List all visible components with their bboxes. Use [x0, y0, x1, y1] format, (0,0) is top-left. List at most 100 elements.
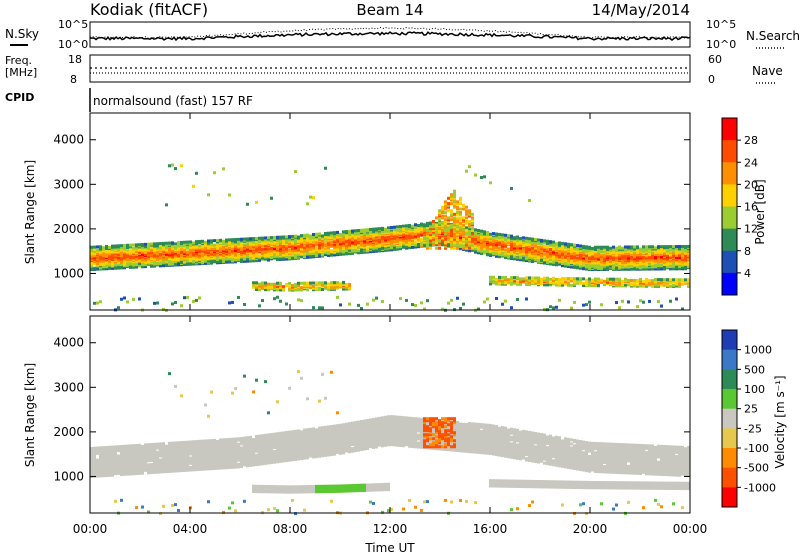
power-cell — [504, 275, 507, 279]
power-cell — [96, 301, 99, 305]
power-cell — [648, 299, 651, 303]
power-cell — [438, 246, 441, 250]
power-cell — [120, 244, 123, 248]
power-cell — [315, 238, 318, 242]
power-cell — [465, 226, 468, 230]
power-cell — [102, 265, 105, 269]
power-cell — [582, 284, 585, 288]
power-cell — [567, 242, 570, 246]
power-cell — [399, 242, 402, 246]
power-cell — [606, 245, 609, 249]
power-cell — [453, 236, 456, 240]
power-cell — [675, 245, 678, 249]
power-cell — [159, 244, 162, 248]
power-cell — [111, 266, 114, 270]
freq-tick-bottom: 8 — [70, 73, 77, 86]
power-cell — [102, 246, 105, 250]
power-cell — [486, 235, 489, 239]
power-cell — [510, 234, 513, 238]
velocity-cell — [147, 510, 150, 514]
power-cell — [441, 228, 444, 232]
power-cell — [570, 247, 573, 251]
power-cell — [609, 246, 612, 250]
power-cell — [447, 205, 450, 209]
power-cell — [315, 246, 318, 250]
power-cell — [291, 234, 294, 238]
power-cell — [426, 299, 429, 303]
power-cell — [477, 307, 480, 311]
velocity-cell — [135, 457, 138, 461]
power-cell — [96, 245, 99, 249]
power-cell — [90, 252, 93, 256]
power-cell — [120, 297, 123, 301]
power-cell — [510, 186, 513, 190]
power-cell — [315, 287, 318, 291]
y-tick-label: 1000 — [53, 266, 84, 280]
power-cell — [660, 280, 663, 284]
power-cell — [375, 248, 378, 252]
noise-axis-bottom-left: 10^0 — [58, 38, 88, 51]
power-cell — [186, 261, 189, 265]
power-cell — [531, 243, 534, 247]
power-cell — [228, 249, 231, 253]
power-cell — [378, 227, 381, 231]
power-cell — [306, 254, 309, 258]
power-cell — [444, 223, 447, 227]
power-cell — [105, 250, 108, 254]
power-cell — [456, 232, 459, 236]
power-cell — [171, 163, 174, 167]
date-title: 14/May/2014 — [592, 1, 690, 19]
power-cell — [252, 285, 255, 289]
power-cell — [366, 228, 369, 232]
power-cell — [519, 237, 522, 241]
power-cell — [504, 244, 507, 248]
power-cell — [348, 246, 351, 250]
power-cell — [465, 244, 468, 248]
power-cell — [315, 241, 318, 245]
power-cell — [507, 278, 510, 282]
power-cell — [612, 260, 615, 264]
power-cell — [306, 283, 309, 287]
power-cell — [633, 278, 636, 282]
power-cell — [603, 245, 606, 249]
velocity-cell — [141, 444, 144, 448]
power-cell — [318, 286, 321, 290]
power-cell — [402, 224, 405, 228]
power-cell — [255, 252, 258, 256]
power-cell — [456, 202, 459, 206]
power-cell — [93, 266, 96, 270]
power-cell — [372, 246, 375, 250]
power-cell — [162, 257, 165, 261]
power-cell — [672, 283, 675, 287]
power-cell — [399, 297, 402, 301]
power-cell — [420, 222, 423, 226]
power-cell — [234, 238, 237, 242]
power-cell — [189, 248, 192, 252]
power-cell — [219, 238, 222, 242]
power-cell — [342, 235, 345, 239]
power-cell — [549, 247, 552, 251]
colorbar-swatch — [722, 206, 737, 230]
power-cell — [561, 249, 564, 253]
velocity-cell — [159, 442, 162, 446]
power-cell — [498, 232, 501, 236]
power-cell — [255, 200, 258, 204]
power-cell — [483, 175, 486, 179]
power-cell — [630, 282, 633, 286]
power-cell — [609, 277, 612, 281]
power-cell — [456, 243, 459, 247]
power-cell — [156, 301, 159, 305]
power-cell — [438, 230, 441, 234]
power-cell — [99, 300, 102, 304]
power-cell — [489, 275, 492, 279]
power-cell — [300, 288, 303, 292]
power-cell — [339, 232, 342, 236]
power-cell — [222, 239, 225, 243]
power-cell — [540, 242, 543, 246]
power-cell — [399, 231, 402, 235]
power-cell — [375, 232, 378, 236]
power-cell — [144, 242, 147, 246]
power-cell — [312, 281, 315, 285]
power-cell — [195, 240, 198, 244]
power-cell — [603, 283, 606, 287]
